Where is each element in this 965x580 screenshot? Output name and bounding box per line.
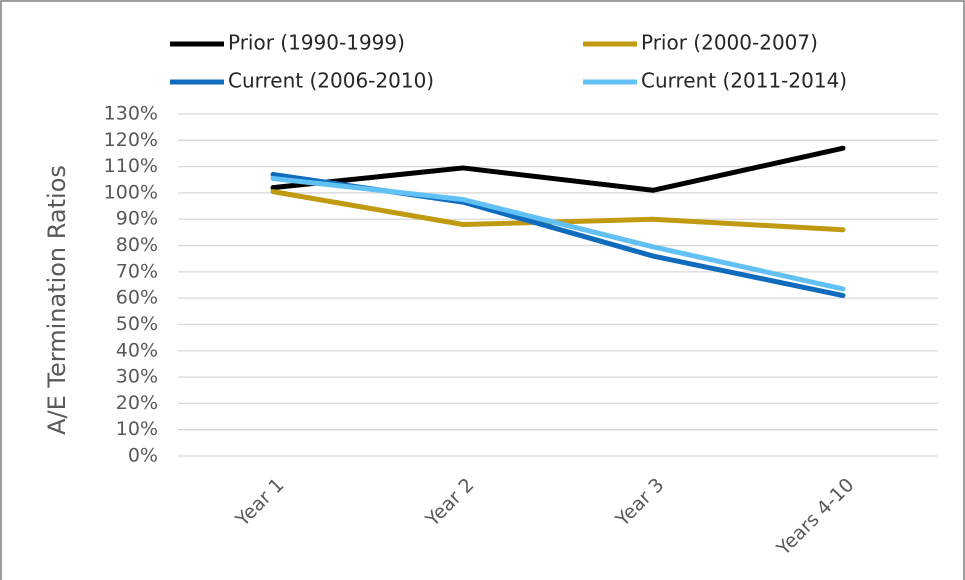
x-tick-label: Year 2: [421, 474, 479, 532]
legend-label: Prior (2000-2007): [641, 31, 818, 55]
series-line: [270, 175, 846, 292]
y-tick-label: 110%: [104, 155, 158, 177]
x-tick-label: Year 3: [611, 474, 669, 532]
y-tick-label: 90%: [116, 208, 158, 230]
y-tick-label: 120%: [104, 129, 158, 151]
legend-label: Current (2011-2014): [641, 69, 847, 93]
x-tick-label: Year 1: [231, 474, 289, 532]
y-tick-label: 20%: [116, 392, 158, 414]
y-tick-label: 100%: [104, 181, 158, 203]
x-tick-label: Years 4-10: [772, 474, 858, 560]
y-tick-label: 50%: [116, 313, 158, 335]
series-line: [270, 145, 846, 193]
y-tick-label: 80%: [116, 234, 158, 256]
y-tick-label: 10%: [116, 418, 158, 440]
y-tick-label: 0%: [128, 445, 158, 467]
y-tick-label: 70%: [116, 260, 158, 282]
legend-label: Prior (1990-1999): [228, 31, 405, 55]
y-axis-title: A/E Termination Ratios: [43, 165, 71, 435]
y-tick-label: 30%: [116, 366, 158, 388]
y-tick-label: 130%: [104, 103, 158, 125]
legend-label: Current (2006-2010): [228, 69, 434, 93]
y-tick-label: 40%: [116, 339, 158, 361]
y-tick-label: 60%: [116, 287, 158, 309]
